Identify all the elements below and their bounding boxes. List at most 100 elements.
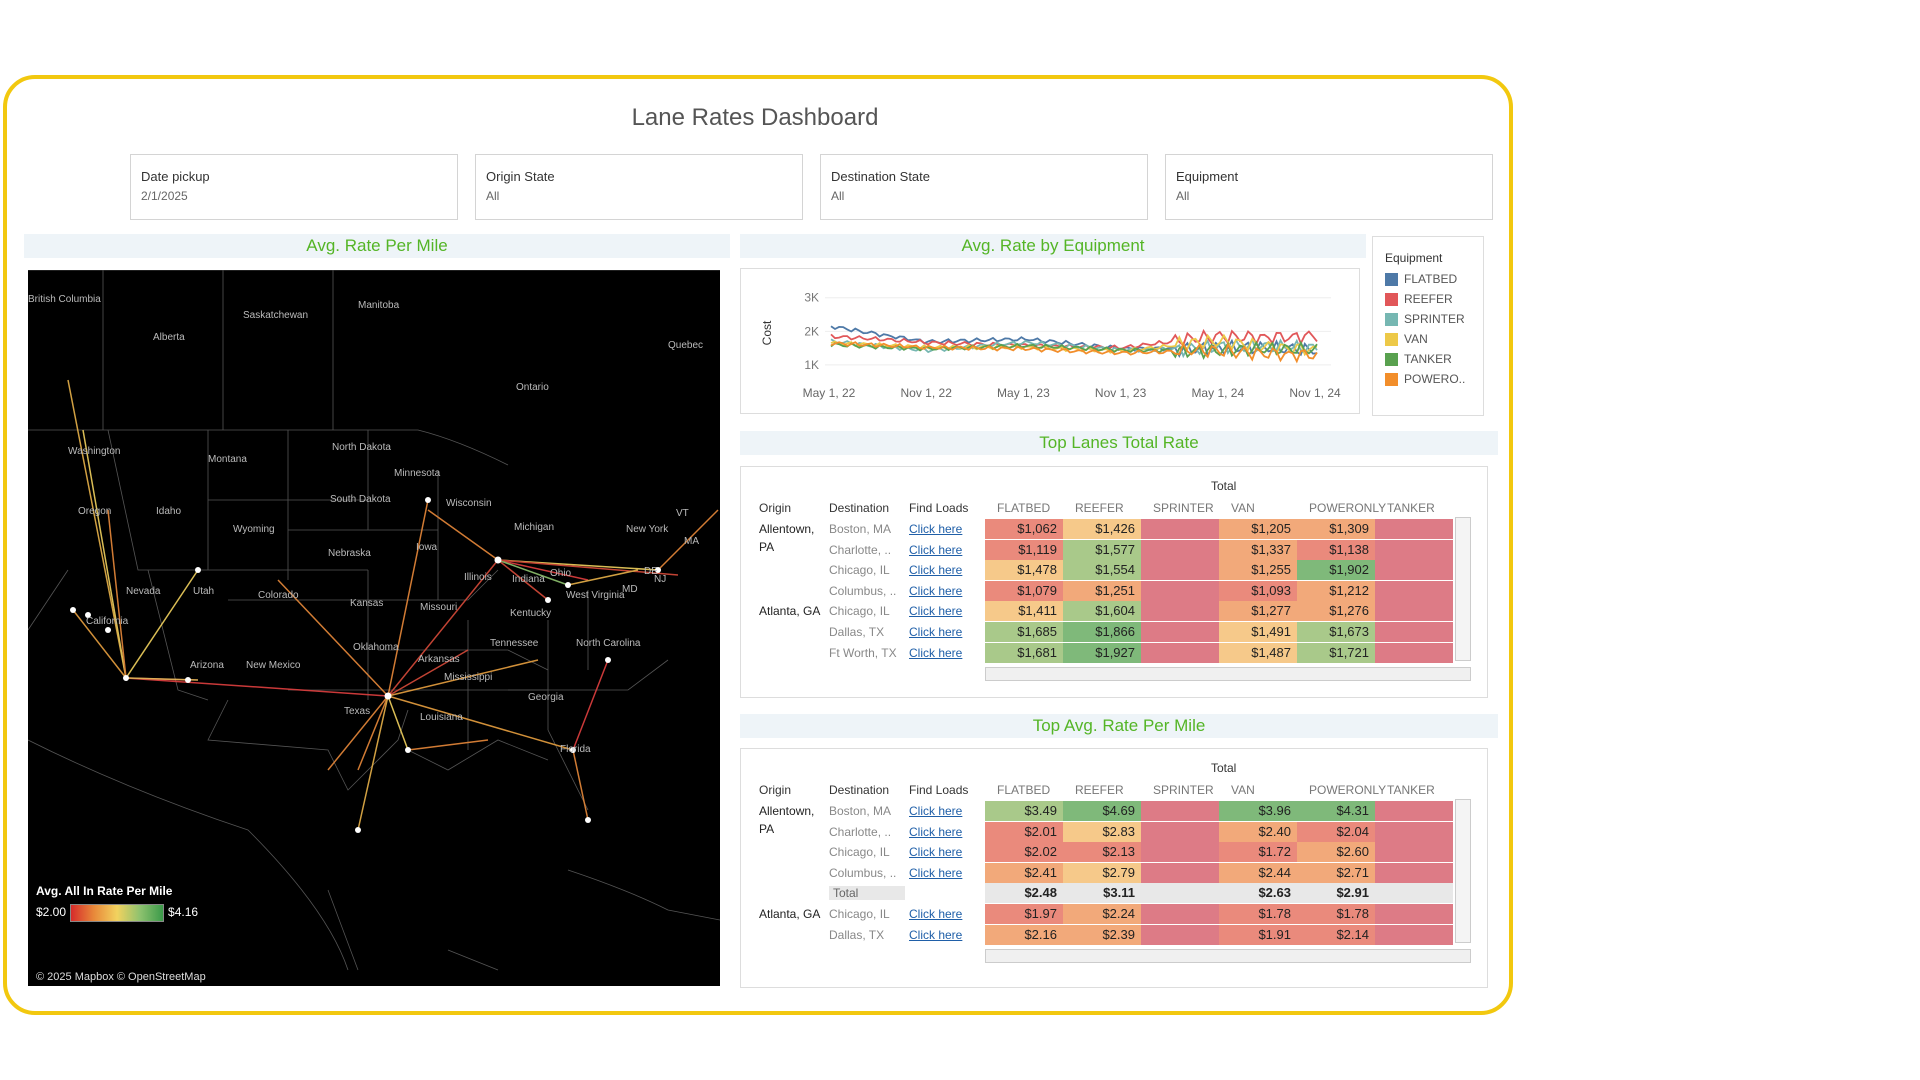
- table-cell: $1,902: [1297, 560, 1375, 581]
- table-cell: [1375, 580, 1453, 601]
- table-cell: [1141, 601, 1219, 622]
- table-cell: $1.91: [1219, 924, 1297, 945]
- map-label: Montana: [208, 454, 247, 465]
- row-origin: Allentown, PA: [759, 804, 815, 836]
- find-loads-link[interactable]: Click here: [909, 927, 963, 942]
- map-label: British Columbia: [28, 294, 101, 305]
- map-label: California: [86, 616, 129, 627]
- filter-date-pickup[interactable]: Date pickup 2/1/2025: [130, 154, 458, 220]
- legend-label: VAN: [1404, 332, 1428, 346]
- vertical-scrollbar[interactable]: [1455, 517, 1471, 662]
- table-cell: [1141, 642, 1219, 663]
- filter-equipment[interactable]: Equipment All: [1165, 154, 1493, 220]
- find-loads-link[interactable]: Click here: [909, 522, 963, 536]
- x-tick-label: May 1, 23: [997, 386, 1050, 400]
- table-cell: [1375, 601, 1453, 622]
- find-loads-link[interactable]: Click here: [909, 907, 963, 921]
- table-cell: $2.01: [985, 821, 1063, 842]
- map-label: Florida: [560, 744, 591, 755]
- find-loads-link[interactable]: Click here: [909, 604, 963, 619]
- row-destination: Chicago, IL: [829, 604, 890, 619]
- table-cell: [1141, 904, 1219, 924]
- find-loads-link[interactable]: Click here: [909, 865, 963, 880]
- map-label: Wyoming: [233, 524, 275, 535]
- legend-swatch: [1385, 372, 1398, 386]
- destination-header: Destination: [829, 783, 890, 797]
- filter-value: All: [1176, 189, 1190, 203]
- column-header-poweronly: POWERONLY: [1309, 501, 1387, 515]
- find-loads-link[interactable]: Click here: [909, 804, 963, 818]
- map-color-legend: Avg. All In Rate Per Mile $2.00 $4.16: [36, 884, 198, 922]
- horizontal-scrollbar[interactable]: [985, 949, 1471, 964]
- legend-item[interactable]: FLATBED: [1385, 269, 1471, 289]
- y-tick-label: 1K: [804, 358, 819, 372]
- table-cell: [1375, 560, 1453, 581]
- map-legend-gradient: [70, 904, 165, 922]
- map-label: Nevada: [126, 586, 161, 597]
- table-cell: $1.72: [1219, 842, 1297, 863]
- map-copyright: © 2025 Mapbox © OpenStreetMap: [32, 970, 210, 984]
- find-loads-link[interactable]: Click here: [909, 625, 963, 639]
- equipment-legend-title: Equipment: [1385, 251, 1443, 265]
- table-cell: $1,685: [985, 622, 1063, 642]
- horizontal-scrollbar[interactable]: [985, 667, 1471, 682]
- legend-item[interactable]: SPRINTER: [1385, 309, 1471, 329]
- filter-origin-state[interactable]: Origin State All: [475, 154, 803, 220]
- table-cell: [1375, 642, 1453, 663]
- find-loads-link[interactable]: Click here: [909, 583, 963, 598]
- find-loads-link[interactable]: Click here: [909, 645, 963, 660]
- map-legend-min: $2.00: [36, 905, 67, 920]
- filter-destination-state[interactable]: Destination State All: [820, 154, 1148, 220]
- line-chart[interactable]: Cost 3K 2K 1K May 1, 22 Nov 1, 22 May 1, 23 Nov…: [741, 269, 1361, 415]
- table-cell: $2.83: [1063, 821, 1141, 842]
- row-destination: Charlotte, ..: [829, 824, 892, 839]
- table-cell: $1,554: [1063, 560, 1141, 581]
- table-cell: [1141, 560, 1219, 581]
- legend-item[interactable]: VAN: [1385, 329, 1471, 349]
- table-cell: $2.24: [1063, 904, 1141, 924]
- table-cell: [1375, 904, 1453, 924]
- find-loads-link[interactable]: Click here: [909, 824, 963, 839]
- y-tick-label: 3K: [804, 291, 819, 305]
- legend-item[interactable]: REEFER: [1385, 289, 1471, 309]
- table-cell: [1375, 519, 1453, 539]
- legend-item[interactable]: TANKER: [1385, 349, 1471, 369]
- table-cell: $3.11: [1063, 883, 1141, 904]
- top-rpm-section-title: Top Avg. Rate Per Mile: [740, 714, 1498, 738]
- legend-item[interactable]: POWERO..: [1385, 369, 1471, 389]
- map-label: West Virginia: [566, 590, 625, 601]
- map-legend-max: $4.16: [168, 905, 199, 920]
- map-label: Oregon: [78, 506, 112, 517]
- map-label: DE: [644, 566, 658, 577]
- total-header: Total: [1211, 761, 1237, 775]
- map-label: Oklahoma: [353, 642, 399, 653]
- total-header: Total: [1211, 479, 1237, 493]
- table-cell: $1,487: [1219, 642, 1297, 663]
- row-destination: Chicago, IL: [829, 907, 890, 921]
- filter-label: Destination State: [831, 169, 931, 184]
- row-destination: Columbus, ..: [829, 865, 897, 880]
- map-label: MA: [684, 536, 699, 547]
- x-tick-label: Nov 1, 22: [901, 386, 953, 400]
- table-cell: $4.31: [1297, 801, 1375, 821]
- table-cell: $1,119: [985, 539, 1063, 560]
- column-header-van: VAN: [1231, 783, 1255, 797]
- column-header-sprinter: SPRINTER: [1153, 501, 1214, 515]
- find-loads-link[interactable]: Click here: [909, 845, 963, 860]
- map-label: Mississippi: [444, 672, 493, 683]
- find-loads-link[interactable]: Click here: [909, 563, 963, 578]
- table-cell: $1,205: [1219, 519, 1297, 539]
- map-label: MD: [622, 584, 638, 595]
- map-label: Louisiana: [420, 712, 463, 723]
- rate-map[interactable]: British Columbia Alberta Saskatchewan Ma…: [28, 270, 720, 986]
- legend-swatch: [1385, 272, 1398, 286]
- find-loads-link[interactable]: Click here: [909, 542, 963, 557]
- map-label: Arizona: [190, 660, 224, 671]
- map-label: Quebec: [668, 340, 704, 351]
- table-cell: [1375, 821, 1453, 842]
- equipment-legend: Equipment FLATBED REEFER SPRINTER VAN TANKER…: [1372, 236, 1484, 416]
- vertical-scrollbar[interactable]: [1455, 799, 1471, 944]
- y-axis-label: Cost: [760, 320, 774, 345]
- map-label: Indiana: [512, 574, 545, 585]
- table-cell: $1,673: [1297, 622, 1375, 642]
